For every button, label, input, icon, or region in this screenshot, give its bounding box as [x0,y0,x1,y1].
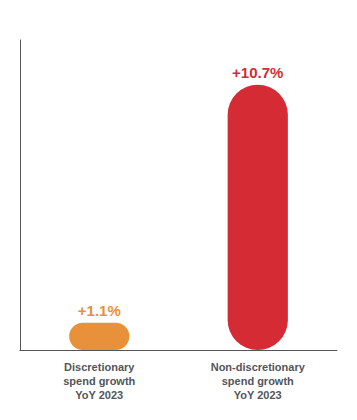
svg-text:spend growth: spend growth [63,375,135,387]
svg-text:+10.7%: +10.7% [232,64,283,81]
svg-text:YoY 2023: YoY 2023 [75,389,123,401]
svg-text:Non-discretionary: Non-discretionary [211,361,306,373]
svg-text:Discretionary: Discretionary [64,361,135,373]
svg-text:spend growth: spend growth [222,375,294,387]
svg-text:+1.1%: +1.1% [78,302,121,319]
svg-text:YoY 2023: YoY 2023 [234,389,282,401]
